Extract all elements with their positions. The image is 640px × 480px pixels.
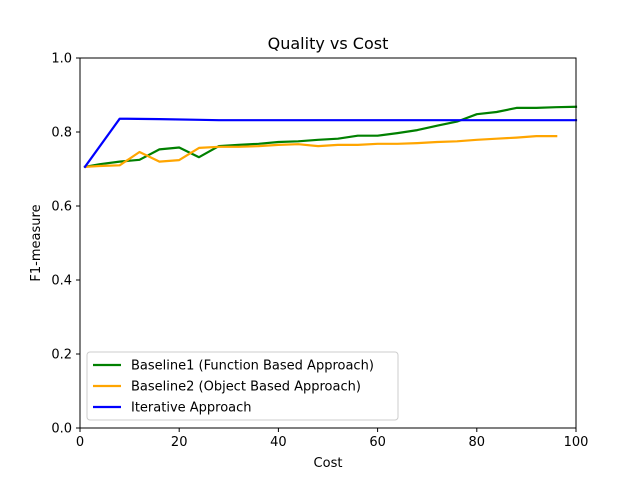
y-tick-label: 0.0 [51, 422, 72, 437]
plot-frame [79, 57, 577, 429]
x-tick-label: 80 [469, 435, 486, 450]
chart-title: Quality vs Cost [268, 34, 389, 53]
series-line-2 [83, 117, 578, 169]
y-axis-label: F1-measure [29, 204, 44, 281]
x-tick-label: 100 [564, 435, 589, 450]
legend-entry-2: Iterative Approach [131, 401, 252, 416]
x-axis-label: Cost [314, 456, 343, 471]
legend: Baseline1 (Function Based Approach) Basel… [86, 351, 399, 421]
y-tick-label: 1.0 [51, 52, 72, 67]
y-tick-label: 0.4 [51, 274, 72, 289]
x-tick-label: 0 [76, 435, 84, 450]
y-tick-label: 0.6 [51, 200, 72, 215]
legend-box [86, 351, 399, 421]
series-line-1 [83, 135, 558, 168]
x-tick-label: 60 [369, 435, 386, 450]
x-tick-label: 20 [171, 435, 188, 450]
y-tick-label: 0.2 [51, 348, 72, 363]
legend-entry-1: Baseline2 (Object Based Approach) [131, 380, 361, 395]
x-axis: 0 20 40 60 80 100 [76, 428, 589, 450]
legend-entry-0: Baseline1 (Function Based Approach) [131, 359, 374, 374]
series-layer [83, 105, 578, 169]
y-axis: 0.0 0.2 0.4 0.6 0.8 1.0 [51, 52, 80, 437]
x-tick-label: 40 [270, 435, 287, 450]
y-tick-label: 0.8 [51, 126, 72, 141]
series-line-0 [83, 105, 578, 169]
